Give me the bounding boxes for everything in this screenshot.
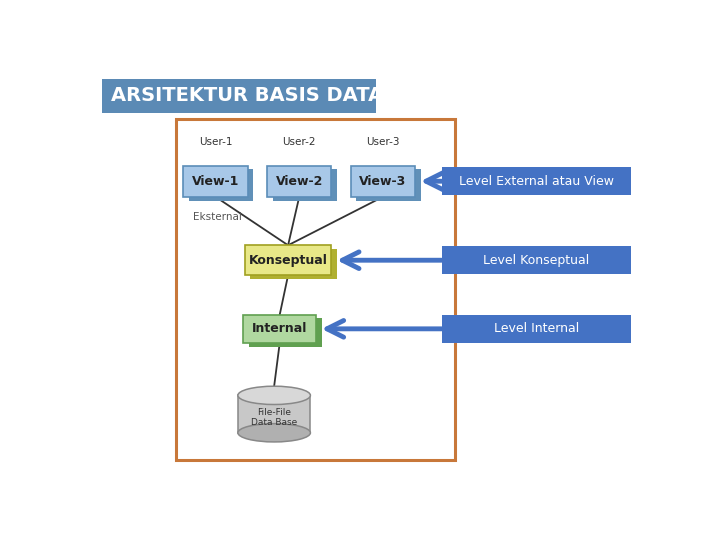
Text: User-3: User-3 (366, 137, 400, 147)
Text: File-File
Data Base: File-File Data Base (251, 408, 297, 427)
Bar (441, 167, 631, 195)
Bar (273, 170, 337, 200)
Text: Level Internal: Level Internal (494, 322, 579, 335)
Text: View-1: View-1 (192, 175, 239, 188)
Bar (243, 315, 316, 343)
Bar (249, 319, 322, 347)
Text: Internal: Internal (252, 322, 307, 335)
Bar (102, 78, 376, 113)
Bar (245, 245, 331, 275)
Bar (251, 249, 337, 279)
Bar (351, 166, 415, 197)
Text: ARSITEKTUR BASIS DATA: ARSITEKTUR BASIS DATA (111, 86, 383, 105)
Bar (356, 170, 420, 200)
Bar (441, 315, 631, 343)
Bar (189, 170, 253, 200)
Bar (176, 119, 456, 460)
Text: View-2: View-2 (276, 175, 323, 188)
Text: Level External atau View: Level External atau View (459, 175, 614, 188)
Text: User-2: User-2 (282, 137, 316, 147)
Bar (238, 395, 310, 433)
Text: View-3: View-3 (359, 175, 407, 188)
Bar (441, 246, 631, 274)
Ellipse shape (238, 386, 310, 404)
Text: Konseptual: Konseptual (248, 254, 328, 267)
Ellipse shape (238, 424, 310, 442)
Text: Level Konseptual: Level Konseptual (483, 254, 590, 267)
Bar (267, 166, 331, 197)
Bar (184, 166, 248, 197)
Text: User-1: User-1 (199, 137, 233, 147)
Text: Eksternal: Eksternal (193, 212, 242, 221)
